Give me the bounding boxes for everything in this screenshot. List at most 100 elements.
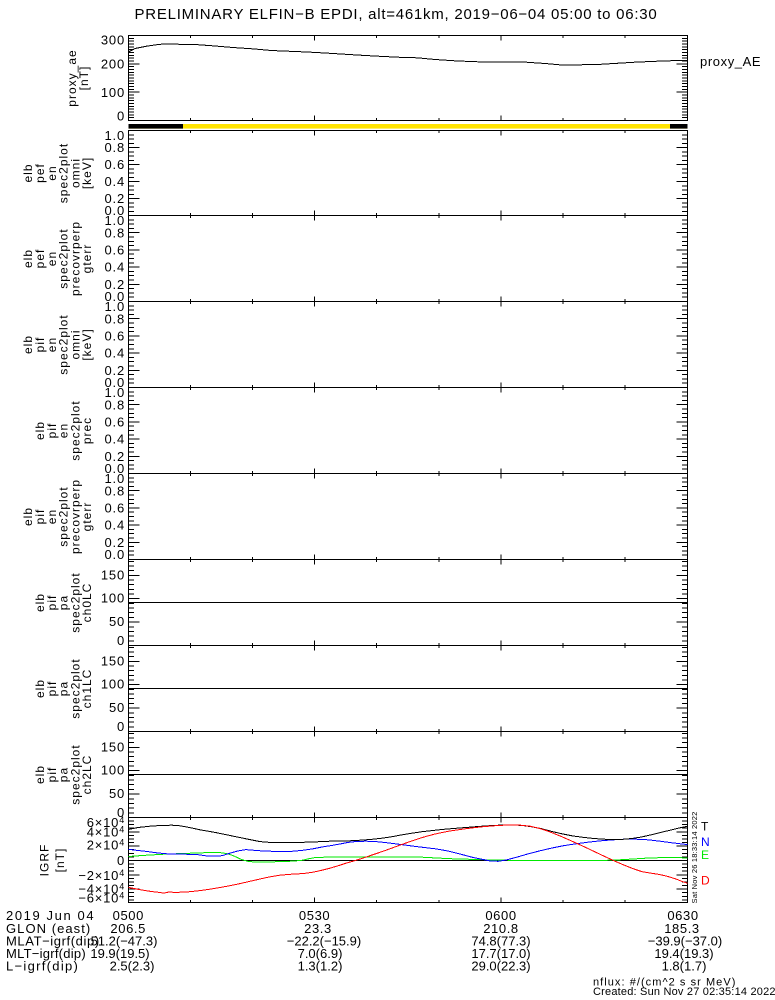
svg-text:MLT−igrf(dip): MLT−igrf(dip) xyxy=(6,946,86,961)
svg-text:2×104: 2×104 xyxy=(87,837,125,852)
svg-text:0.8: 0.8 xyxy=(105,225,125,240)
svg-text:PRELIMINARY ELFIN−B EPDI, alt=: PRELIMINARY ELFIN−B EPDI, alt=461km, 201… xyxy=(135,6,658,23)
svg-text:elb: elb xyxy=(21,163,35,182)
svg-text:0600: 0600 xyxy=(485,908,516,923)
svg-text:pef: pef xyxy=(33,249,47,269)
svg-text:Sat Nov 26 18:33:14 2022: Sat Nov 26 18:33:14 2022 xyxy=(690,812,699,904)
svg-text:0.2: 0.2 xyxy=(105,277,125,292)
svg-text:1.3(1.2): 1.3(1.2) xyxy=(298,959,343,974)
svg-text:spec2plot: spec2plot xyxy=(68,400,82,460)
svg-text:elb: elb xyxy=(21,335,35,354)
svg-text:0.6: 0.6 xyxy=(105,157,125,172)
svg-text:0.4: 0.4 xyxy=(105,346,125,361)
svg-text:ch0LC: ch0LC xyxy=(80,583,94,623)
svg-text:1.0: 1.0 xyxy=(105,128,125,143)
svg-text:150: 150 xyxy=(101,567,125,582)
svg-text:2.5(2.3): 2.5(2.3) xyxy=(110,959,155,974)
svg-text:2019 Jun 04: 2019 Jun 04 xyxy=(6,908,95,923)
svg-text:0630: 0630 xyxy=(667,908,698,923)
svg-text:pef: pef xyxy=(33,163,47,183)
svg-text:0.4: 0.4 xyxy=(105,518,125,533)
svg-text:spec2plot: spec2plot xyxy=(68,572,82,632)
svg-text:en: en xyxy=(57,423,71,438)
svg-text:pa: pa xyxy=(57,767,71,782)
svg-text:29.0(22.3): 29.0(22.3) xyxy=(471,959,530,974)
svg-text:−4×104: −4×104 xyxy=(78,882,125,897)
svg-text:0.8: 0.8 xyxy=(105,140,125,155)
svg-text:pif: pif xyxy=(33,509,47,525)
svg-text:precovrperp: precovrperp xyxy=(68,479,82,554)
svg-text:0.6: 0.6 xyxy=(105,501,125,516)
svg-text:omni: omni xyxy=(68,158,82,188)
svg-text:0.6: 0.6 xyxy=(105,243,125,258)
svg-text:en: en xyxy=(45,337,59,352)
svg-text:0500: 0500 xyxy=(113,908,144,923)
svg-text:1.0: 1.0 xyxy=(105,213,125,228)
svg-text:spec2plot: spec2plot xyxy=(57,314,71,374)
svg-text:0: 0 xyxy=(117,805,125,820)
svg-text:100: 100 xyxy=(101,85,125,100)
svg-text:pif: pif xyxy=(33,337,47,353)
svg-text:elb: elb xyxy=(21,249,35,268)
svg-text:[keV]: [keV] xyxy=(80,328,94,360)
svg-text:pif: pif xyxy=(45,595,59,611)
svg-text:0: 0 xyxy=(117,109,125,124)
svg-text:0.8: 0.8 xyxy=(105,397,125,412)
svg-text:GLON (east): GLON (east) xyxy=(6,921,91,936)
svg-text:50: 50 xyxy=(109,700,125,715)
svg-text:7.0(6.9): 7.0(6.9) xyxy=(298,946,343,961)
svg-text:elb: elb xyxy=(33,593,47,612)
svg-text:17.7(17.0): 17.7(17.0) xyxy=(471,946,530,961)
svg-text:MLAT−igrf(dip): MLAT−igrf(dip) xyxy=(6,934,100,949)
svg-text:spec2plot: spec2plot xyxy=(68,658,82,718)
svg-text:150: 150 xyxy=(101,739,125,754)
svg-text:Created: Sun Nov 27 02:35:14 2: Created: Sun Nov 27 02:35:14 2022 xyxy=(593,986,775,998)
svg-text:pif: pif xyxy=(45,767,59,783)
svg-text:N: N xyxy=(701,835,710,849)
svg-text:en: en xyxy=(45,509,59,524)
svg-text:0.4: 0.4 xyxy=(105,260,125,275)
svg-text:en: en xyxy=(45,165,59,180)
svg-text:spec2plot: spec2plot xyxy=(68,744,82,804)
svg-text:IGRF: IGRF xyxy=(38,844,52,877)
svg-text:pa: pa xyxy=(57,595,71,610)
svg-text:300: 300 xyxy=(101,33,125,48)
svg-text:E: E xyxy=(701,848,709,862)
svg-text:50: 50 xyxy=(109,614,125,629)
svg-text:−39.9(−37.0): −39.9(−37.0) xyxy=(648,934,722,949)
svg-text:[nT]: [nT] xyxy=(77,66,91,91)
svg-text:pif: pif xyxy=(45,681,59,697)
svg-text:gterr: gterr xyxy=(80,244,94,274)
svg-text:0.0: 0.0 xyxy=(105,203,125,218)
svg-text:100: 100 xyxy=(101,591,125,606)
svg-text:proxy_ae: proxy_ae xyxy=(65,49,79,106)
svg-text:pif: pif xyxy=(45,423,59,439)
svg-text:185.3: 185.3 xyxy=(664,921,700,936)
svg-text:150: 150 xyxy=(101,653,125,668)
svg-text:0.2: 0.2 xyxy=(105,449,125,464)
svg-text:precovrperp: precovrperp xyxy=(68,221,82,296)
svg-text:0.4: 0.4 xyxy=(105,432,125,447)
svg-text:206.5: 206.5 xyxy=(110,921,146,936)
svg-text:1.0: 1.0 xyxy=(105,471,125,486)
svg-text:−2×104: −2×104 xyxy=(78,868,125,883)
svg-text:51.2(−47.3): 51.2(−47.3) xyxy=(91,934,158,949)
svg-text:gterr: gterr xyxy=(80,502,94,532)
svg-text:0530: 0530 xyxy=(299,908,330,923)
svg-text:74.8(77.3): 74.8(77.3) xyxy=(471,934,530,949)
svg-text:0.8: 0.8 xyxy=(105,483,125,498)
svg-text:1.0: 1.0 xyxy=(105,299,125,314)
svg-text:0.6: 0.6 xyxy=(105,415,125,430)
svg-text:D: D xyxy=(701,874,710,888)
svg-text:en: en xyxy=(45,251,59,266)
svg-text:[keV]: [keV] xyxy=(80,157,94,189)
svg-text:0.8: 0.8 xyxy=(105,311,125,326)
svg-text:210.8: 210.8 xyxy=(483,921,519,936)
svg-text:0.4: 0.4 xyxy=(105,174,125,189)
svg-text:0.0: 0.0 xyxy=(105,547,125,562)
svg-text:100: 100 xyxy=(101,677,125,692)
svg-text:4×104: 4×104 xyxy=(87,825,125,840)
svg-text:spec2plot: spec2plot xyxy=(57,143,71,203)
svg-text:T: T xyxy=(701,820,709,834)
svg-text:nflux: #/(cm^2 s sr MeV): nflux: #/(cm^2 s sr MeV) xyxy=(593,977,736,989)
